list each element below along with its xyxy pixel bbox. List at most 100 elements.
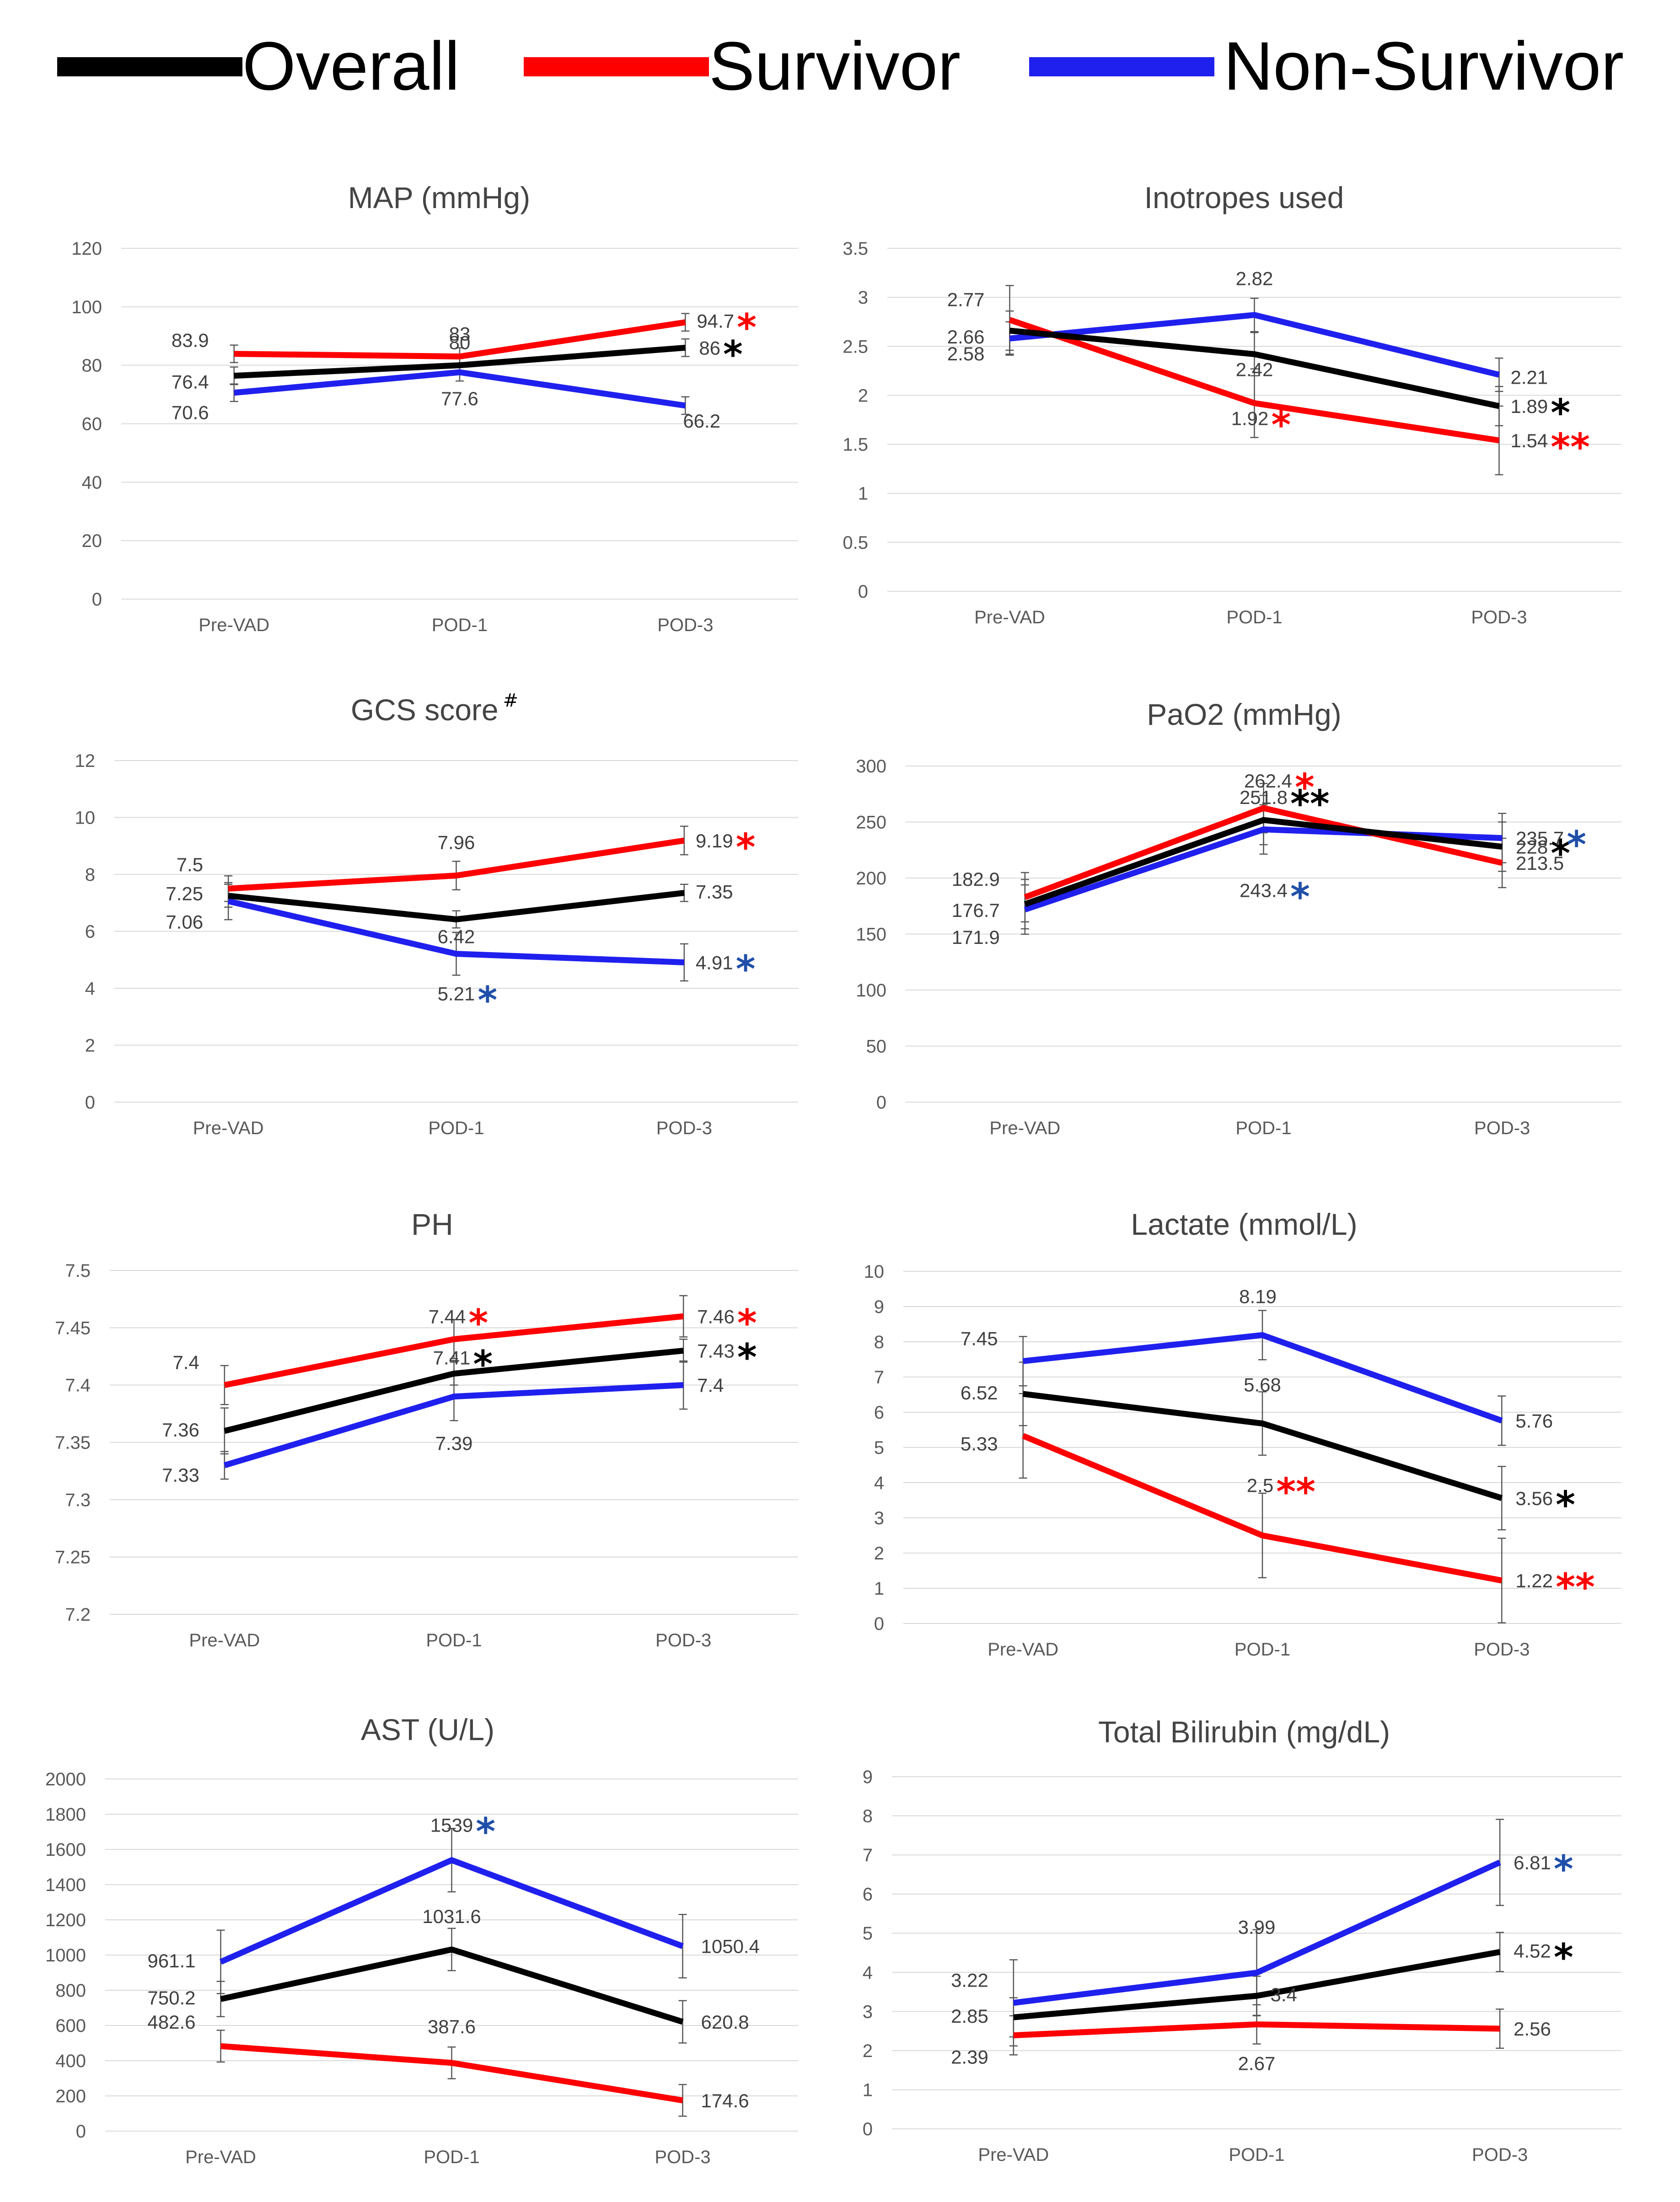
y-tick-label: 0	[92, 589, 102, 610]
chart-title: Lactate (mmol/L)	[1131, 1207, 1357, 1241]
y-tick-label: 6	[863, 1885, 873, 1905]
data-label: 76.4	[172, 371, 209, 393]
y-tick-label: 6	[85, 922, 95, 942]
series-line-survivor	[234, 319, 686, 359]
x-tick-label: POD-1	[432, 615, 488, 635]
y-tick-label: 60	[82, 414, 102, 434]
significance-star: *	[478, 979, 497, 1023]
y-tick-label: 40	[82, 472, 102, 493]
x-tick-label: POD-1	[428, 1118, 484, 1138]
y-tick-label: 1200	[45, 1910, 86, 1930]
significance-star: *	[1551, 391, 1570, 435]
y-tick-label: 3	[863, 2002, 873, 2022]
y-tick-label: 3	[874, 1508, 884, 1528]
series-line-nonsurvivor	[234, 369, 686, 409]
data-label: 7.36	[162, 1419, 199, 1441]
title-superscript: #	[503, 690, 519, 711]
data-label: 83	[449, 323, 471, 344]
x-tick-label: Pre-VAD	[974, 607, 1045, 627]
data-label: 7.4	[697, 1375, 724, 1396]
data-label: 228	[1516, 836, 1548, 857]
chart-6: Lactate (mmol/L) 0 1 2 3 4 5 6 7 8 9 10 Pre-VAD POD-1…	[864, 1207, 1621, 1660]
y-tick-label: 8	[874, 1332, 884, 1352]
y-tick-label: 4	[874, 1473, 884, 1493]
data-label: 171.9	[952, 927, 1000, 948]
x-tick-label: POD-3	[655, 2147, 710, 2167]
x-tick-label: POD-1	[426, 1630, 482, 1650]
significance-star: *	[476, 1810, 495, 1854]
chart-4: PaO2 (mmHg) 0 50 100 150 200 250 300 Pre-VAD POD-…	[856, 697, 1621, 1138]
y-tick-label: 80	[82, 356, 102, 376]
significance-star: *	[473, 1343, 493, 1387]
significance-star: **	[1276, 1471, 1315, 1514]
y-tick-label: 0	[76, 2122, 86, 2142]
y-tick-label: 7	[874, 1367, 884, 1388]
series-line-survivor	[224, 1313, 684, 1388]
chart-title: PaO2 (mmHg)	[1147, 697, 1341, 731]
data-label: 7.4	[172, 1352, 199, 1373]
significance-star: *	[1567, 824, 1586, 867]
data-label: 9.19	[696, 830, 733, 852]
data-label: 2.5	[1247, 1475, 1273, 1496]
y-tick-label: 200	[55, 2086, 86, 2106]
x-tick-label: Pre-VAD	[199, 615, 269, 635]
x-tick-label: POD-1	[1235, 1118, 1291, 1138]
data-label: 3.22	[951, 1970, 988, 1991]
y-tick-label: 2	[85, 1036, 95, 1056]
data-label: 1539	[430, 1814, 473, 1836]
data-label: 2.67	[1238, 2053, 1276, 2074]
series-line-nonsurvivor	[1022, 1332, 1503, 1424]
data-label: 482.6	[147, 2011, 195, 2033]
legend: Overall Survivor Non-Survivor	[57, 27, 1624, 104]
legend-label-survivor: Survivor	[709, 27, 961, 104]
data-label: 750.2	[147, 1987, 195, 2009]
chart-1: MAP (mmHg) 0 20 40 60 80 100 120 Pre-VAD POD-1 POD…	[71, 181, 798, 635]
significance-star: *	[468, 1302, 488, 1345]
data-label: 1.22	[1515, 1570, 1553, 1591]
data-label: 7.5	[177, 854, 203, 875]
y-tick-label: 600	[55, 2016, 86, 2036]
x-tick-label: Pre-VAD	[988, 1639, 1058, 1660]
data-label: 235.7	[1516, 828, 1564, 849]
significance-star: **	[1551, 426, 1590, 469]
x-tick-label: POD-3	[1474, 1118, 1530, 1138]
chart-2: Inotropes used 0 0.5 1 1.5 2 2.5 3 3.5 Pre-VAD POD…	[843, 181, 1621, 627]
data-label: 3.99	[1238, 1917, 1276, 1938]
data-label: 2.21	[1511, 366, 1548, 388]
y-tick-label: 20	[82, 531, 102, 551]
data-label: 4.52	[1514, 1940, 1551, 1961]
series-line-survivor	[220, 2043, 683, 2104]
data-label: 7.45	[961, 1328, 998, 1349]
y-tick-label: 1	[863, 2080, 873, 2100]
data-label: 8.19	[1239, 1286, 1277, 1307]
x-tick-label: POD-1	[1229, 2145, 1284, 2165]
y-tick-label: 6	[874, 1403, 884, 1423]
significance-star: *	[1554, 1936, 1573, 1979]
x-tick-label: POD-3	[656, 1118, 712, 1138]
y-tick-label: 4	[85, 979, 95, 999]
series-line-overall	[1009, 327, 1500, 409]
series-line-nonsurvivor	[1013, 1859, 1501, 2006]
y-tick-label: 120	[71, 239, 102, 259]
y-tick-label: 10	[75, 808, 96, 828]
x-tick-label: POD-3	[1474, 1639, 1530, 1660]
data-label: 2.58	[947, 343, 985, 364]
significance-star: *	[737, 1302, 757, 1345]
chart-8: Total Bilirubin (mg/dL) 0 1 2 3 4 5 6 7 8 9 Pre-VAD…	[863, 1715, 1621, 2165]
x-tick-label: POD-3	[657, 615, 713, 635]
y-tick-label: 1	[874, 1579, 884, 1599]
y-tick-label: 2	[858, 386, 868, 406]
y-tick-label: 1	[858, 484, 868, 504]
y-tick-label: 250	[856, 813, 886, 833]
chart-title: GCS score #	[351, 690, 518, 727]
x-tick-label: POD-3	[1472, 2145, 1528, 2165]
y-tick-label: 7.35	[55, 1433, 91, 1453]
y-tick-label: 7.4	[65, 1376, 91, 1396]
data-label: 7.39	[435, 1433, 473, 1454]
data-label: 77.6	[441, 388, 478, 409]
y-tick-label: 0	[85, 1093, 95, 1113]
y-tick-label: 400	[55, 2051, 86, 2071]
y-tick-label: 0	[874, 1614, 884, 1634]
y-tick-label: 0	[876, 1093, 886, 1113]
